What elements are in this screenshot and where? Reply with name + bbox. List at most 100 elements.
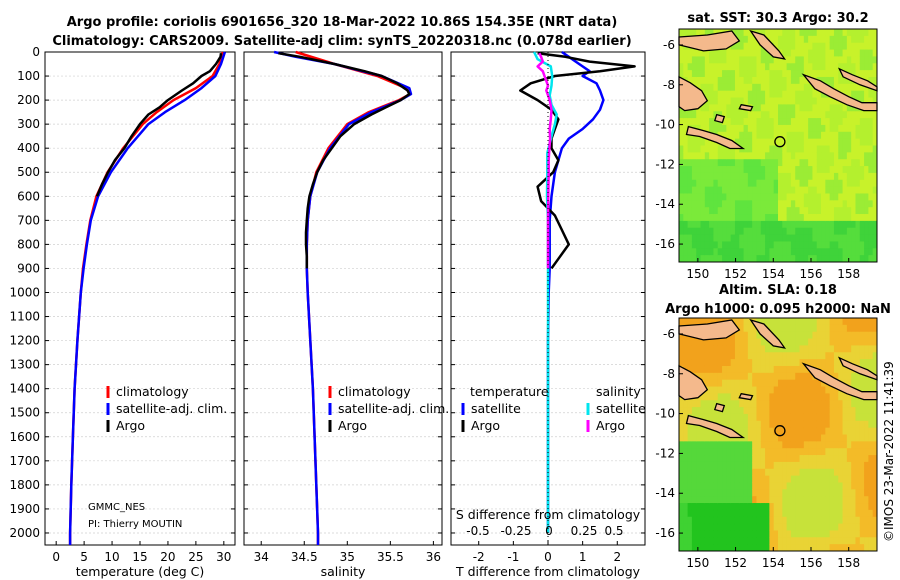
map-cell — [722, 186, 727, 194]
map-cell — [799, 104, 805, 112]
map-cell — [730, 172, 736, 181]
map-cell — [868, 248, 874, 256]
island-bougainville — [749, 29, 787, 60]
map-cell — [829, 468, 835, 477]
map-cell — [700, 338, 706, 346]
map-cell — [696, 83, 702, 92]
map-cell — [773, 159, 779, 167]
map-cell — [739, 70, 745, 78]
map-cell — [833, 523, 839, 531]
map-cell — [812, 227, 818, 236]
map-cell — [855, 455, 861, 463]
map-cell — [687, 172, 693, 181]
map-cell — [782, 489, 788, 497]
map-cell — [691, 496, 697, 504]
map-cell — [691, 200, 697, 208]
map-cell — [773, 379, 779, 388]
map-cell — [687, 179, 693, 188]
map-cell — [730, 186, 736, 194]
map-cell — [825, 338, 831, 346]
map-cell — [769, 138, 775, 146]
map-cell — [765, 111, 770, 119]
map-cell — [691, 49, 697, 57]
map-cell — [855, 482, 861, 490]
map-cell — [872, 503, 878, 511]
map-cell — [717, 345, 723, 353]
map-cell — [709, 434, 714, 442]
map-cell — [816, 234, 822, 242]
map-cell — [855, 475, 861, 483]
map-cell — [691, 255, 697, 263]
map-cell — [687, 63, 693, 71]
map-cell — [717, 145, 723, 153]
map-cell — [679, 159, 684, 167]
map-cell — [773, 324, 779, 333]
map-cell — [752, 220, 757, 229]
map-cell — [872, 56, 878, 64]
map-cell — [765, 214, 770, 222]
map-cell — [726, 434, 732, 442]
map-cell — [782, 400, 788, 408]
map-cell — [739, 29, 745, 37]
map-cell — [734, 427, 740, 435]
map-cell — [687, 29, 693, 37]
map-cell — [726, 461, 732, 470]
map-cell — [734, 318, 740, 326]
map-cell — [713, 83, 719, 92]
map-cell — [769, 345, 775, 353]
map-cell — [855, 523, 861, 531]
map-cell — [709, 234, 714, 242]
map-cell — [730, 124, 736, 133]
map-cell — [722, 145, 727, 153]
map-cell — [808, 516, 813, 525]
map-cell — [683, 482, 689, 490]
map-cell — [726, 537, 732, 545]
map-cell — [816, 345, 822, 353]
map-cell — [825, 496, 831, 504]
map-cell — [778, 530, 783, 538]
map-cell — [851, 400, 856, 408]
map-cell — [803, 386, 809, 394]
map-cell — [855, 179, 861, 188]
map-cell — [687, 186, 693, 194]
map-cell — [782, 496, 788, 504]
map-cell — [696, 138, 702, 146]
map-cell — [743, 496, 749, 504]
map-cell — [821, 227, 826, 236]
map-cell — [700, 227, 706, 236]
map-cell — [786, 83, 792, 92]
map-cell — [722, 56, 727, 64]
map-cell — [864, 111, 869, 119]
map-cell — [717, 214, 723, 222]
map-cell — [821, 152, 826, 160]
map-cell — [795, 359, 801, 367]
map-cell — [704, 200, 710, 208]
map-cell — [829, 393, 835, 401]
map-cell — [713, 220, 719, 229]
map-cell — [833, 56, 839, 64]
map-cell — [769, 503, 775, 511]
map-cell — [812, 255, 818, 263]
map-cell — [743, 365, 749, 374]
map-cell — [816, 35, 822, 44]
map-cell — [851, 138, 856, 146]
map-cell — [786, 70, 792, 78]
map-cell — [773, 359, 779, 367]
map-cell — [713, 413, 719, 422]
map-cell — [687, 111, 693, 119]
map-cell — [739, 227, 745, 236]
map-cell — [739, 461, 745, 470]
map-cell — [838, 338, 844, 346]
map-cell — [709, 56, 714, 64]
map-cell — [756, 118, 762, 126]
map-cell — [846, 544, 852, 552]
map-cell — [821, 324, 826, 333]
map-cell — [730, 227, 736, 236]
map-cell — [872, 509, 878, 518]
map-cell — [859, 434, 865, 442]
map-cell — [709, 220, 714, 229]
map-cell — [756, 200, 762, 208]
map-cell — [790, 413, 796, 422]
map-cell — [683, 509, 689, 518]
